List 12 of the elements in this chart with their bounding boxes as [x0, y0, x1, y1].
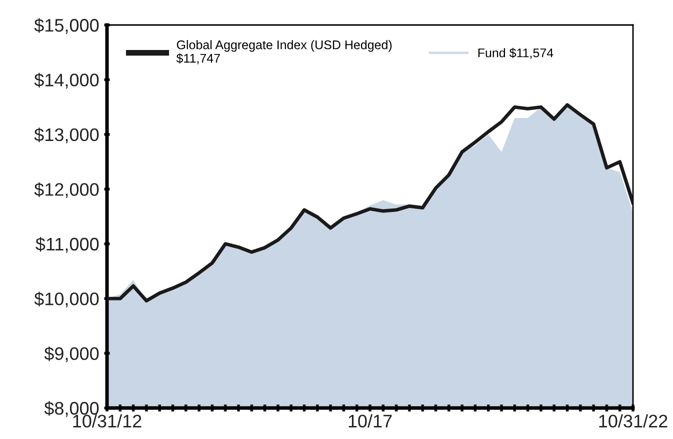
- y-tick-label: $12,000: [34, 182, 99, 198]
- x-tick-label: 10/17: [348, 414, 392, 428]
- y-tick-label: $9,000: [44, 346, 99, 362]
- x-tick-label: 10/31/22: [599, 414, 668, 428]
- legend-label: Global Aggregate Index (USD Hedged) $11,747: [176, 40, 392, 64]
- y-tick-label: $10,000: [34, 292, 99, 308]
- legend-label: Fund $11,574: [478, 48, 554, 59]
- y-tick-label: $11,000: [36, 237, 99, 253]
- y-tick-label: $13,000: [34, 128, 99, 144]
- line-series: [107, 103, 633, 302]
- y-tick-label: $14,000: [34, 72, 99, 89]
- y-tick-label: $15,000: [34, 18, 99, 34]
